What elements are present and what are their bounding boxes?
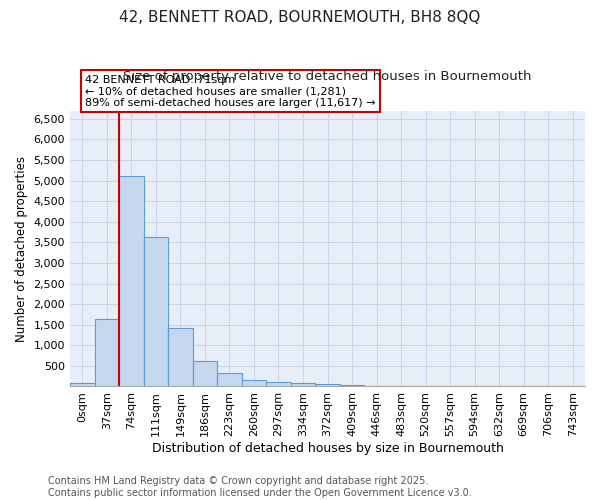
Bar	[95, 318, 119, 386]
X-axis label: Distribution of detached houses by size in Bournemouth: Distribution of detached houses by size …	[152, 442, 503, 455]
Bar	[217, 374, 242, 386]
Y-axis label: Number of detached properties: Number of detached properties	[15, 156, 28, 342]
Bar	[340, 385, 364, 386]
Bar	[70, 383, 95, 386]
Bar	[168, 328, 193, 386]
Bar	[266, 382, 291, 386]
Text: 42, BENNETT ROAD, BOURNEMOUTH, BH8 8QQ: 42, BENNETT ROAD, BOURNEMOUTH, BH8 8QQ	[119, 10, 481, 25]
Text: 42 BENNETT ROAD: 71sqm
← 10% of detached houses are smaller (1,281)
89% of semi-: 42 BENNETT ROAD: 71sqm ← 10% of detached…	[85, 74, 376, 108]
Bar	[193, 362, 217, 386]
Text: Contains HM Land Registry data © Crown copyright and database right 2025.
Contai: Contains HM Land Registry data © Crown c…	[48, 476, 472, 498]
Bar	[119, 176, 143, 386]
Bar	[291, 383, 315, 386]
Bar	[315, 384, 340, 386]
Bar	[242, 380, 266, 386]
Bar	[143, 238, 168, 386]
Title: Size of property relative to detached houses in Bournemouth: Size of property relative to detached ho…	[123, 70, 532, 83]
